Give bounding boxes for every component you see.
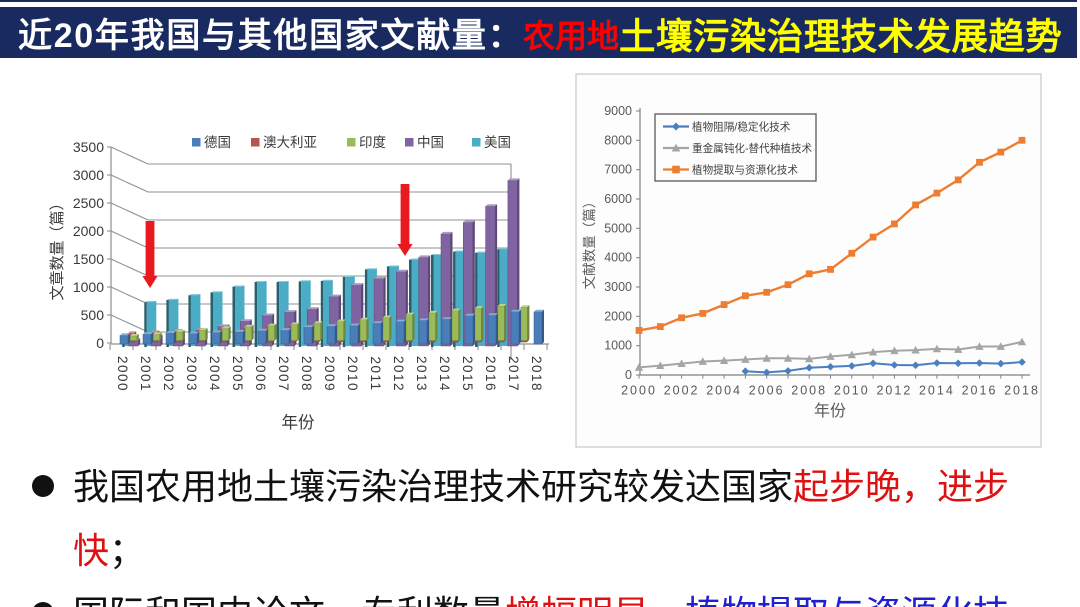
svg-text:8000: 8000 (604, 133, 632, 147)
svg-text:2001: 2001 (138, 356, 153, 392)
svg-text:3500: 3500 (73, 139, 104, 155)
svg-text:2000: 2000 (115, 356, 130, 392)
svg-text:2500: 2500 (73, 195, 104, 211)
svg-text:2016: 2016 (483, 356, 498, 392)
svg-text:2016: 2016 (962, 384, 998, 398)
svg-text:2004: 2004 (706, 384, 742, 398)
svg-text:2002: 2002 (161, 356, 176, 392)
svg-text:2007: 2007 (276, 356, 291, 392)
svg-text:2006: 2006 (253, 356, 268, 392)
svg-text:2000: 2000 (621, 384, 657, 398)
svg-text:澳大利亚: 澳大利亚 (263, 135, 317, 150)
svg-text:2014: 2014 (437, 356, 452, 392)
svg-text:2014: 2014 (919, 384, 955, 398)
svg-text:2015: 2015 (460, 356, 475, 392)
svg-text:2013: 2013 (414, 356, 429, 392)
svg-text:文献数量（篇）: 文献数量（篇） (582, 195, 597, 290)
svg-text:2005: 2005 (230, 356, 245, 392)
svg-text:0: 0 (625, 368, 632, 382)
svg-text:2012: 2012 (391, 356, 406, 392)
svg-text:9000: 9000 (604, 104, 632, 118)
svg-text:美国: 美国 (484, 135, 511, 150)
svg-text:2002: 2002 (664, 384, 700, 398)
svg-text:2004: 2004 (207, 356, 222, 392)
svg-text:2012: 2012 (876, 384, 912, 398)
svg-text:印度: 印度 (359, 135, 386, 150)
svg-text:6000: 6000 (604, 192, 632, 206)
svg-text:1000: 1000 (73, 279, 104, 295)
svg-text:3000: 3000 (604, 280, 632, 294)
svg-text:植物阻隔/稳定化技术: 植物阻隔/稳定化技术 (692, 120, 791, 133)
svg-text:2011: 2011 (368, 356, 383, 391)
svg-text:2010: 2010 (834, 384, 870, 398)
svg-text:4000: 4000 (604, 251, 632, 265)
svg-text:2006: 2006 (749, 384, 785, 398)
svg-text:5000: 5000 (604, 221, 632, 235)
svg-text:年份: 年份 (814, 402, 846, 420)
svg-text:0: 0 (96, 335, 104, 351)
svg-text:3000: 3000 (73, 167, 104, 183)
svg-text:500: 500 (81, 307, 105, 323)
svg-text:2000: 2000 (73, 223, 104, 239)
svg-text:植物提取与资源化技术: 植物提取与资源化技术 (692, 163, 798, 176)
svg-text:2009: 2009 (322, 356, 337, 392)
svg-text:2008: 2008 (299, 356, 314, 392)
svg-text:年份: 年份 (282, 413, 316, 432)
svg-text:7000: 7000 (604, 163, 632, 177)
svg-text:2017: 2017 (506, 356, 521, 392)
svg-text:重金属钝化-替代种植技术: 重金属钝化-替代种植技术 (692, 142, 812, 155)
svg-text:2003: 2003 (184, 356, 199, 392)
svg-text:2000: 2000 (604, 309, 632, 323)
svg-text:2008: 2008 (791, 384, 827, 398)
svg-text:2010: 2010 (345, 356, 360, 392)
svg-text:文章数量（篇）: 文章数量（篇） (48, 195, 66, 300)
svg-text:2018: 2018 (529, 356, 544, 392)
svg-text:中国: 中国 (417, 135, 444, 150)
svg-text:1000: 1000 (604, 339, 632, 353)
svg-text:德国: 德国 (204, 135, 231, 150)
svg-text:2018: 2018 (1004, 384, 1040, 398)
svg-text:1500: 1500 (73, 251, 104, 267)
